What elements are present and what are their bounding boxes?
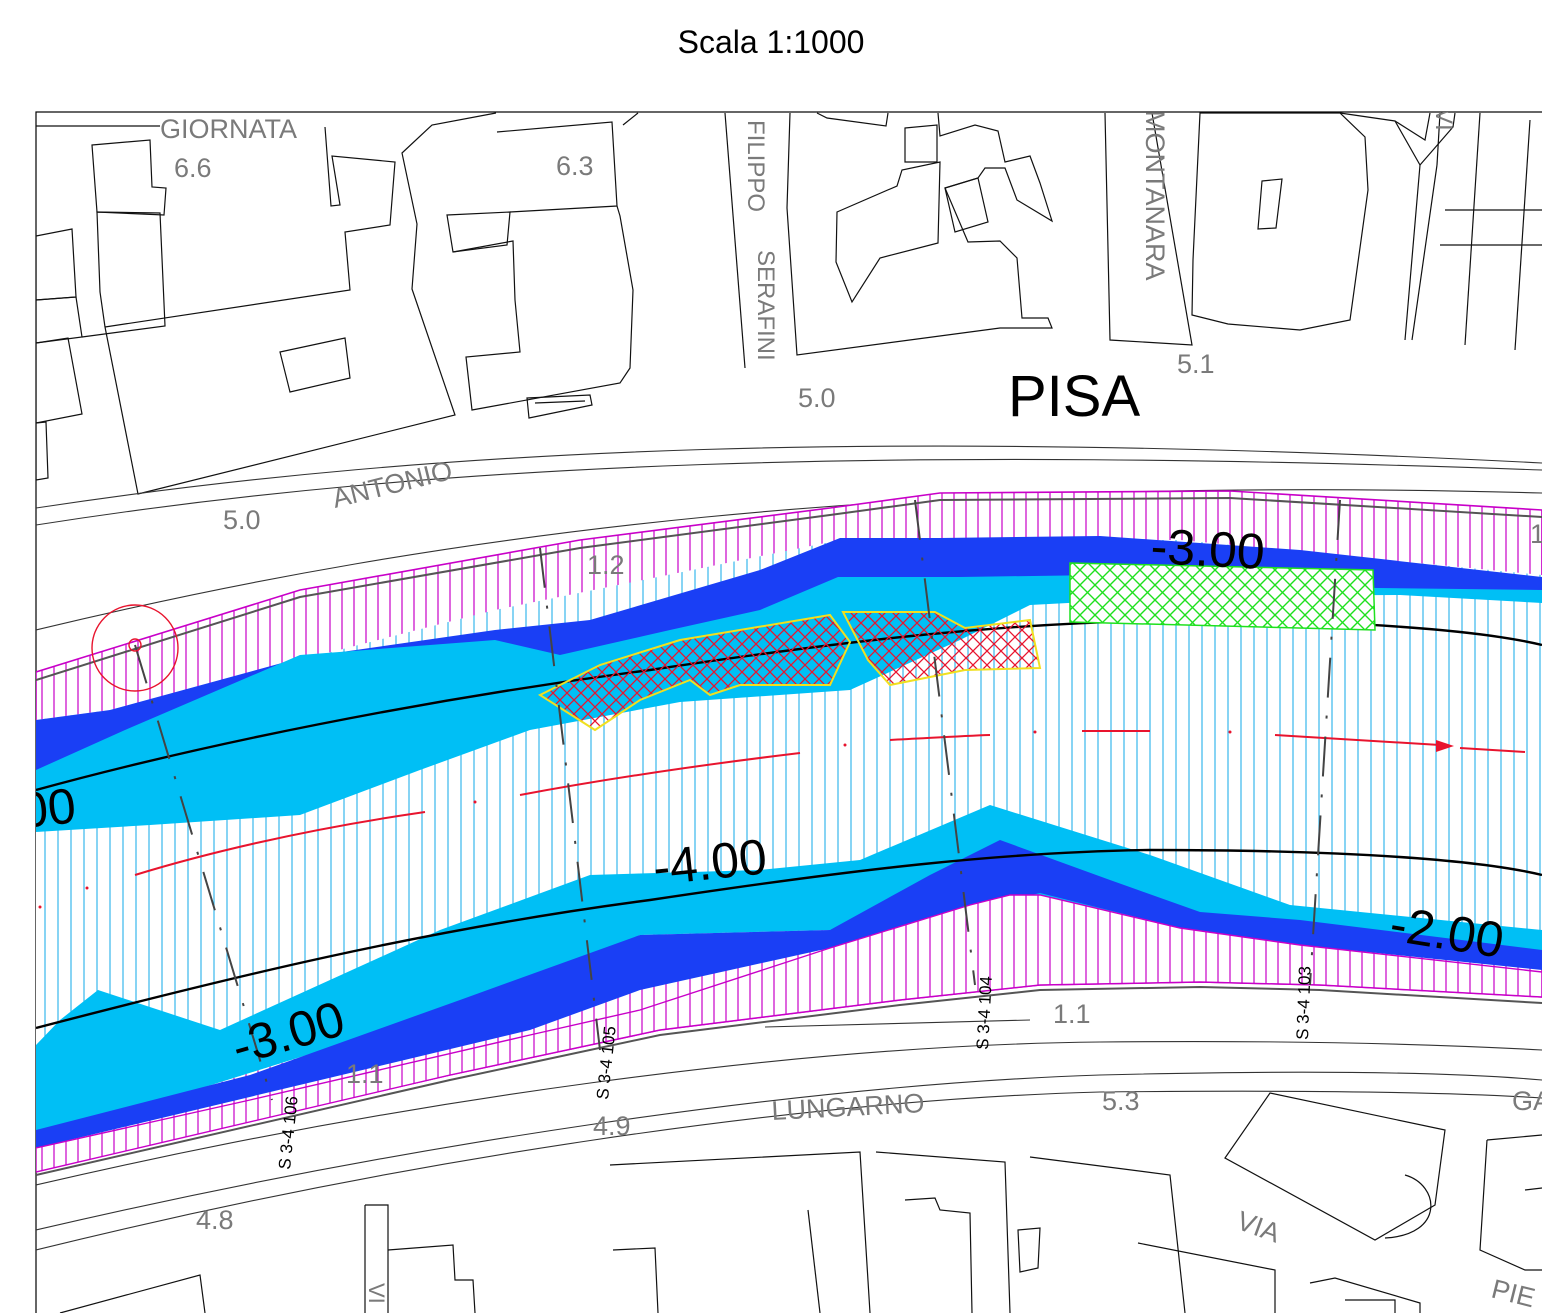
riverbank-hatch-south <box>36 894 1542 1173</box>
building-outlines-south <box>59 1092 1542 1313</box>
shallow-water-south <box>36 805 1542 1140</box>
elevation-label: 5.3 <box>1102 1086 1140 1116</box>
red-hatched-zone-1 <box>537 613 852 732</box>
street-label-serafini: SERAFINI <box>752 250 779 361</box>
elevation-label: 4.8 <box>196 1205 234 1235</box>
section-label: S 3-4 103 <box>1293 966 1315 1040</box>
elevation-label: 5.0 <box>223 505 261 535</box>
building-outlines-north <box>36 112 1542 495</box>
street-label-lungarno: LUNGARNO <box>771 1088 925 1126</box>
street-label-antonio: ANTONIO <box>329 455 455 514</box>
flow-arrow-icon <box>1436 740 1454 752</box>
street-label-ga: GA <box>1512 1086 1542 1116</box>
flow-dots <box>38 730 1232 909</box>
street-label-vi-top: VI <box>1430 108 1457 131</box>
road-edges-south <box>36 1019 1542 1251</box>
elevation-label: 5.1 <box>1177 349 1215 379</box>
elevation-label: 6.3 <box>556 151 594 181</box>
elevation-label: 6.6 <box>174 153 212 183</box>
elevation-label: 5.0 <box>798 383 836 413</box>
elevation-label: 1.1 <box>346 1059 384 1089</box>
street-label-giornata: GIORNATA <box>160 114 297 144</box>
street-label-pie: PIE <box>1489 1274 1538 1313</box>
map-scale-title: Scala 1:1000 <box>677 24 865 60</box>
section-label: S 3-4 104 <box>973 976 996 1051</box>
contour-label: 00 <box>17 777 78 839</box>
green-hatched-zone <box>1069 562 1376 631</box>
elevation-label: 1.2 <box>587 550 625 580</box>
road-edges-north <box>36 445 1542 631</box>
contour-label: -3.00 <box>1149 518 1266 580</box>
street-label-via: VIA <box>1233 1205 1284 1248</box>
street-label-vi-bottom: VI <box>364 1283 389 1304</box>
bank-outlines <box>36 496 1542 1176</box>
elevation-label: 1.1 <box>1053 999 1091 1029</box>
elevation-label: 4.9 <box>593 1111 631 1141</box>
section-lines <box>134 499 1341 1101</box>
deep-water-south <box>36 840 1542 1148</box>
street-label-filippo: FILIPPO <box>742 120 769 212</box>
flow-lines <box>134 730 1526 876</box>
red-hatched-zone-2 <box>841 611 1042 687</box>
city-label-pisa: PISA <box>1008 364 1140 429</box>
elevation-label: 1 <box>1530 519 1542 549</box>
contour-label: -4.00 <box>650 828 769 896</box>
survey-point-marker[interactable] <box>91 604 179 692</box>
shallow-water-north <box>36 575 1542 832</box>
street-label-montanara: MONTANARA <box>1140 110 1170 281</box>
